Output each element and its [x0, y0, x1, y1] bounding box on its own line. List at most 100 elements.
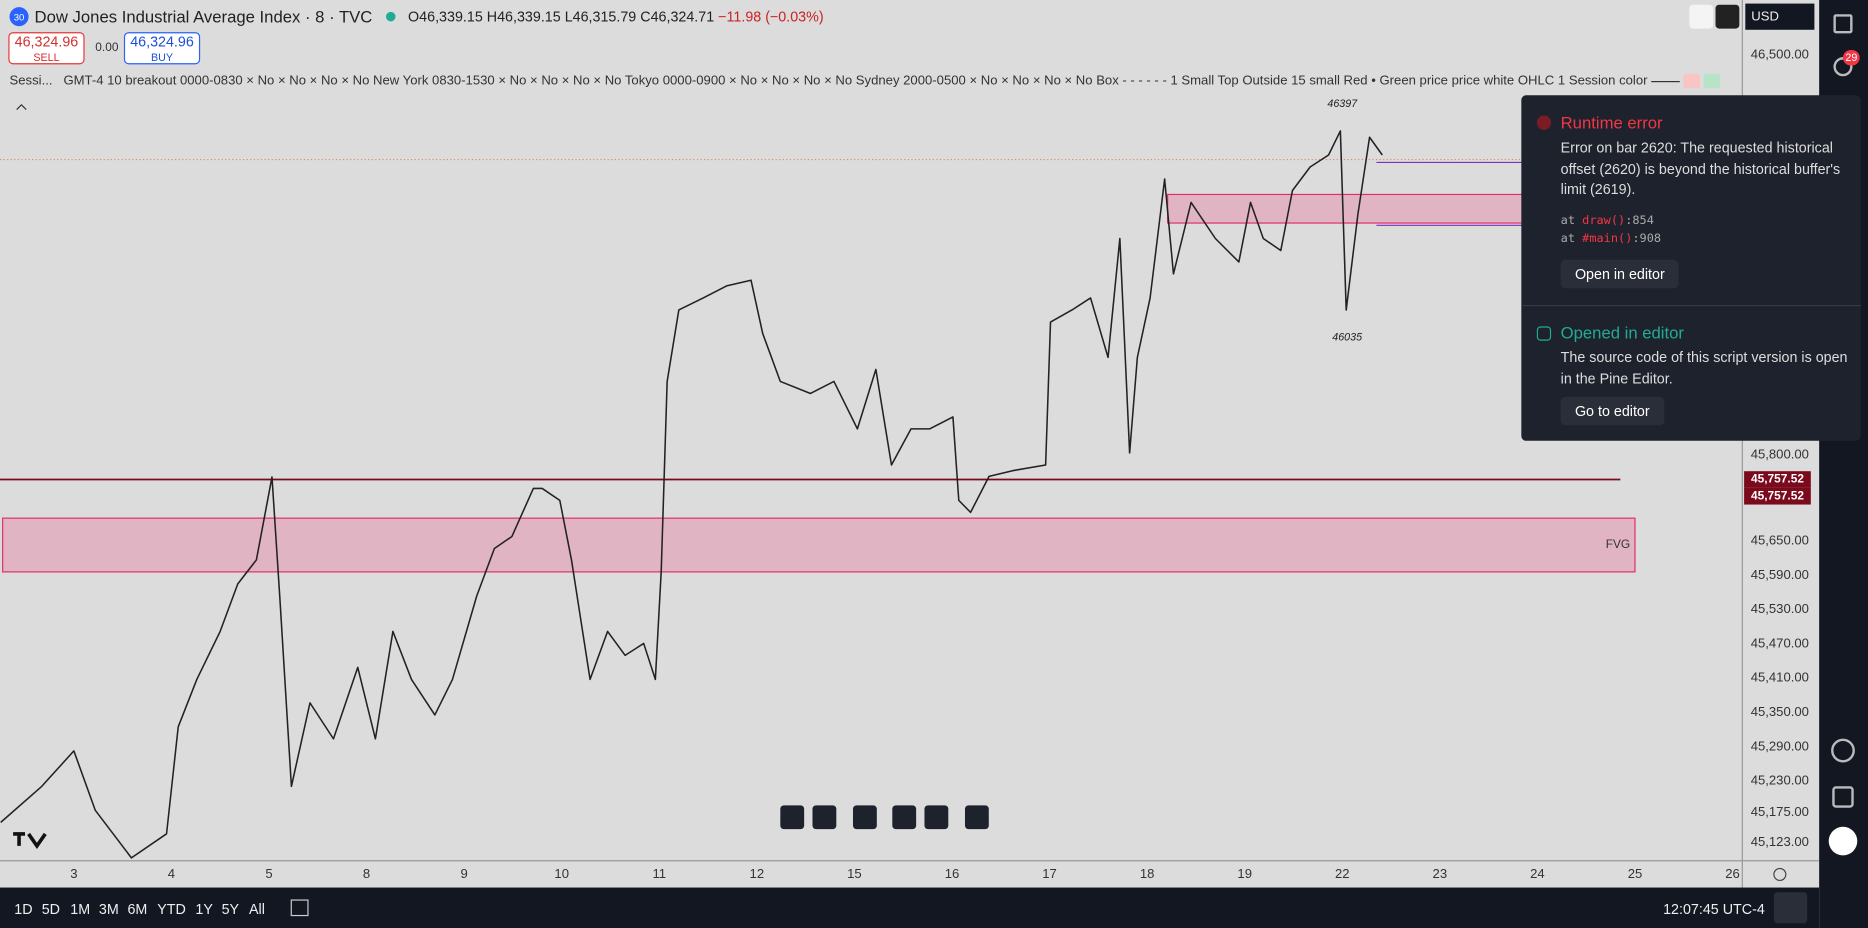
timeframe[interactable]: All	[248, 900, 265, 918]
error-title: Runtime error	[1560, 113, 1663, 133]
error-message: Error on bar 2620: The requested histori…	[1560, 139, 1841, 198]
y-tick-label: 45,410.00	[1751, 670, 1809, 685]
y-tick-label: 45,123.00	[1751, 834, 1809, 849]
y-tick-label: 45,530.00	[1751, 601, 1809, 616]
source-icon[interactable]	[1703, 73, 1721, 89]
zoom-out-button[interactable]	[780, 805, 805, 830]
apps-icon[interactable]	[1828, 826, 1858, 856]
timeframe[interactable]: YTD	[157, 900, 186, 918]
notification-count: 29	[1842, 50, 1860, 66]
trace-prefix: at	[1560, 214, 1583, 228]
change: −11.98 (−0.03%)	[718, 8, 824, 26]
x-tick-label: 23	[1433, 866, 1448, 881]
zoom-in-button[interactable]	[812, 805, 837, 830]
y-tick-label: 45,650.00	[1751, 532, 1809, 547]
x-tick-label: 25	[1628, 866, 1643, 881]
price-series	[0, 130, 1383, 859]
y-tick-label: 45,470.00	[1751, 635, 1809, 650]
watchlist-icon[interactable]	[1833, 14, 1853, 34]
y-tick-label: 46,500.00	[1751, 46, 1809, 61]
x-tick-label: 8	[363, 866, 370, 881]
ohlc-value: 46,315.79	[572, 8, 637, 26]
currency-select[interactable]: USD	[1745, 3, 1815, 30]
logo	[13, 832, 47, 849]
x-tick-label: 16	[945, 866, 960, 881]
timeframe[interactable]: 5D	[41, 900, 60, 918]
scroll-right-button[interactable]	[924, 805, 949, 830]
y-tick-label: 45,290.00	[1751, 738, 1809, 753]
symbol-badge: 30	[9, 7, 29, 27]
ohlc: O46,339.15 H46,339.15 L46,315.79 C46,324…	[408, 8, 824, 25]
buy-label: BUY	[150, 51, 174, 64]
zone-label: FVG	[1606, 537, 1630, 551]
trace-line: at #main():908	[1561, 232, 1661, 245]
x-tick-label: 9	[460, 866, 467, 881]
calendar-icon[interactable]	[1832, 786, 1854, 808]
x-tick-label: 24	[1530, 866, 1545, 881]
x-tick-label: 26	[1725, 866, 1740, 881]
reset-scale-button[interactable]	[852, 805, 877, 830]
x-tick-label: 5	[265, 866, 272, 881]
x-tick-label: 10	[554, 866, 569, 881]
info-message: The source code of this script version i…	[1560, 349, 1848, 387]
timeframe[interactable]: 1Y	[195, 900, 213, 918]
x-tick-label: 11	[652, 866, 666, 881]
x-tick-label: 19	[1237, 866, 1252, 881]
trace-line-number: :854	[1625, 214, 1654, 228]
trace-function: #main()	[1582, 232, 1633, 246]
open-editor-button[interactable]: Open in editor	[1560, 259, 1680, 289]
buy-button[interactable]: 46,324.96 BUY	[123, 32, 201, 65]
y-tick-label: 45,230.00	[1751, 773, 1809, 788]
date-range-icon[interactable]	[290, 899, 309, 917]
settings-icon[interactable]	[1773, 867, 1787, 881]
sell-button[interactable]: 46,324.96 SELL	[8, 32, 85, 65]
collapse-icon[interactable]	[16, 103, 27, 111]
timeframe[interactable]: 1M	[70, 900, 91, 918]
price-label-bg	[1744, 487, 1811, 505]
error-panel: Runtime error Error on bar 2620: The req…	[1521, 95, 1861, 441]
price-label: 45,757.52	[1751, 472, 1804, 486]
timeframe[interactable]: 3M	[98, 900, 119, 918]
scroll-button[interactable]	[1689, 4, 1714, 29]
indicator-legend[interactable]: Sessi... GMT-4 10 breakout 0000-0830 × N…	[9, 73, 1721, 89]
timeframe[interactable]: 5Y	[221, 900, 240, 918]
chart-background	[0, 0, 1819, 888]
x-tick-label: 3	[70, 866, 77, 881]
ohlc-key: C	[640, 8, 651, 26]
ohlc-key: H	[486, 8, 498, 26]
error-icon[interactable]	[1683, 73, 1701, 89]
divider	[1521, 304, 1861, 307]
color-swatch	[1651, 80, 1680, 82]
buy-price: 46,324.96	[130, 33, 194, 51]
plot-area: FVG 46397 46035	[0, 98, 1742, 859]
axes: 3 4 5 8 9 10 11 12 15 16 17 18 19 22 23 24 25 26 46,500.00…	[70, 46, 1811, 881]
maximize-button[interactable]	[1715, 4, 1740, 29]
reset-button[interactable]	[964, 805, 989, 830]
fvg-zone	[1167, 193, 1529, 224]
timeframe[interactable]: 6M	[127, 900, 148, 918]
extreme-label: 46035	[1332, 331, 1362, 343]
go-editor-button[interactable]: Go to editor	[1560, 396, 1664, 426]
y-tick-label: 45,350.00	[1751, 704, 1809, 719]
trace-line: at draw():854	[1561, 214, 1654, 227]
chart-navigation	[780, 805, 990, 830]
sell-price: 46,324.96	[14, 33, 79, 51]
ohlc-key: L	[564, 8, 573, 26]
target-icon[interactable]	[1831, 738, 1855, 763]
extreme-label: 46397	[1327, 98, 1358, 110]
timeframe[interactable]: 1D	[14, 900, 33, 918]
trace-prefix: at	[1560, 232, 1583, 246]
status-dot	[385, 11, 395, 22]
indicator-name: Sessi...	[9, 73, 53, 89]
scroll-left-button[interactable]	[892, 805, 917, 830]
y-tick-label: 45,800.00	[1751, 447, 1809, 462]
layout-button[interactable]	[1773, 892, 1808, 924]
x-tick-label: 18	[1140, 866, 1155, 881]
y-tick-label: 45,590.00	[1751, 567, 1809, 582]
price-label: 45,757.52	[1751, 488, 1804, 502]
price-label-bg	[1744, 471, 1811, 488]
symbol-name[interactable]: Dow Jones Industrial Average Index · 8 ·…	[34, 7, 373, 27]
trace-line-number: :908	[1632, 232, 1662, 246]
chart: FVG 46397 46035 3 4 5 8 9 10 11 12 15 16 17 18 19 22 23 2…	[0, 0, 1820, 888]
